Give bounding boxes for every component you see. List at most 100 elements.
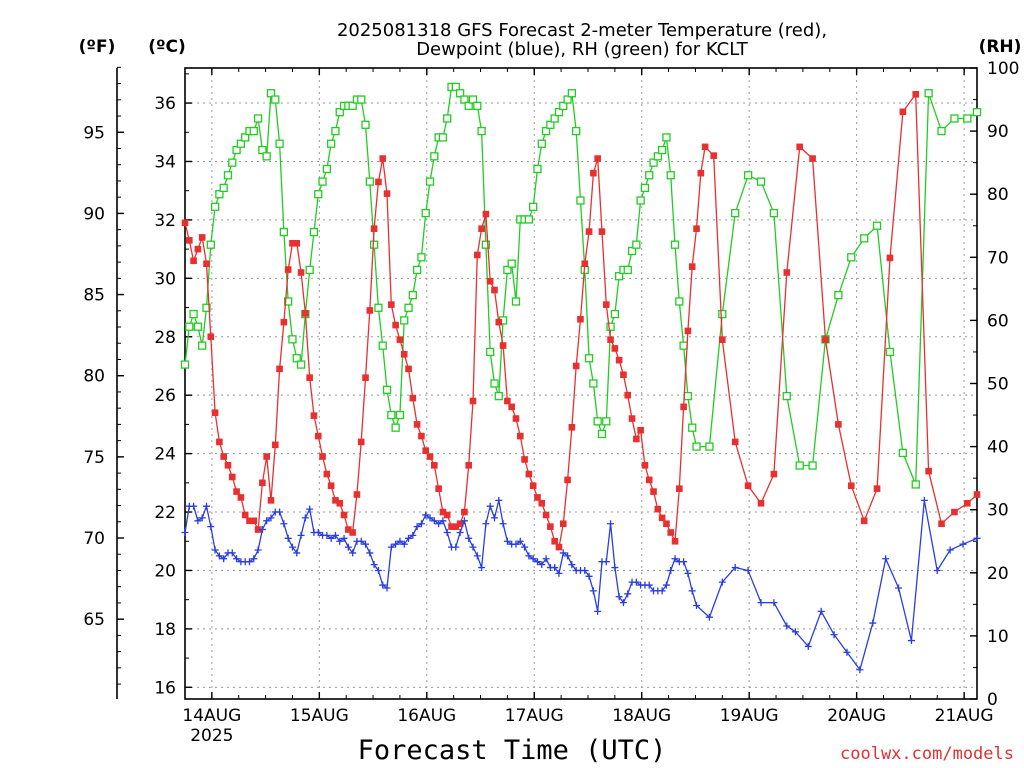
dewpoint-point (495, 496, 503, 504)
fahrenheit-tick-label: 95 (83, 123, 105, 143)
rh-point (911, 480, 920, 489)
celsius-tick-label: 16 (154, 678, 176, 698)
temperature-point (349, 529, 356, 536)
rh-point (950, 114, 959, 123)
plot-frame (184, 67, 978, 700)
temperature-point (667, 529, 675, 536)
temperature-point (456, 520, 464, 528)
dewpoint-point (460, 517, 468, 525)
chart-title-line2: Dewpoint (blue), RH (green) for KCLT (416, 39, 749, 60)
x-tick-label: 20AUG (827, 706, 886, 726)
dewpoint-point (306, 505, 314, 513)
rh-point (606, 322, 615, 331)
temperature-point (516, 432, 524, 440)
rh-point (369, 240, 379, 249)
temperature-point (684, 327, 692, 335)
rh-tick-label: 100 (987, 59, 1019, 79)
rh-tick-label: 50 (987, 375, 1009, 395)
rh-point (288, 335, 297, 344)
temperature-point (697, 169, 705, 177)
dewpoint-point (439, 517, 447, 525)
rh-point (223, 171, 233, 180)
dewpoint-point (667, 566, 675, 574)
x-tick-label: 14AUG (182, 706, 241, 726)
rh-point (683, 391, 693, 401)
dewpoint-point (426, 514, 434, 522)
temperature-point (951, 508, 958, 516)
temperature-point (405, 365, 412, 373)
temperature-point (375, 178, 382, 186)
dewpoint-point (267, 514, 275, 522)
dewpoint-point (301, 514, 309, 522)
temperature-point (534, 494, 541, 501)
rh-point (438, 133, 448, 142)
temperature-point (392, 321, 399, 329)
temperature-point (353, 491, 361, 498)
temperature-point (216, 438, 223, 446)
x-tick-label: 19AUG (720, 706, 779, 726)
rh-point (464, 101, 473, 111)
temperature-point (671, 537, 679, 545)
temperature-point (809, 155, 816, 162)
rh-point (937, 126, 946, 136)
dewpoint-point (349, 549, 357, 557)
dewpoint-point (615, 593, 623, 601)
rh-point (963, 114, 972, 123)
dewpoint-point (533, 558, 541, 566)
dewpoint-point (559, 549, 567, 557)
dewpoint-point (585, 572, 593, 580)
temperature-point (211, 409, 219, 417)
rh-point (675, 297, 684, 306)
temperature-point (568, 424, 576, 431)
temperature-point (538, 499, 546, 507)
rh-point (412, 265, 422, 275)
temperature-point (302, 310, 309, 317)
temperature-point (542, 511, 550, 519)
temperature-point (190, 257, 197, 265)
dewpoint-point (207, 523, 215, 531)
rh-point (309, 227, 319, 237)
temperature-point (912, 90, 920, 98)
temperature-point (680, 403, 687, 411)
rh-point (185, 322, 194, 331)
dewpoint-point (817, 607, 825, 615)
rh-point (473, 101, 482, 111)
dewpoint-point (250, 555, 258, 563)
dewpoint-point (521, 543, 529, 551)
dewpoint-point (693, 602, 701, 610)
rh-point (640, 183, 650, 193)
rh-point (335, 108, 344, 117)
dewpoint-point (933, 566, 941, 574)
rh-point (391, 423, 400, 432)
rh-point (653, 152, 662, 161)
dewpoint-point (400, 540, 408, 548)
temperature-point (499, 342, 507, 349)
rh-point (253, 114, 263, 123)
rh-point (417, 253, 426, 262)
dewpoint-point (228, 549, 236, 557)
temperature-point (431, 461, 438, 469)
rh-point (193, 322, 203, 331)
temperature-point (357, 438, 365, 446)
dewpoint-point (245, 558, 253, 566)
fahrenheit-tick-label: 85 (83, 286, 105, 306)
fahrenheit-tick-label: 90 (83, 204, 105, 224)
dewpoint-point (783, 622, 791, 630)
rh-point (511, 297, 521, 306)
temperature-point (233, 488, 240, 495)
temperature-point (181, 219, 189, 227)
temperature-point (611, 345, 619, 352)
dewpoint-point (331, 531, 339, 539)
temperature-point (744, 482, 752, 490)
rh-point (180, 360, 190, 369)
rh-point (451, 82, 460, 92)
temperature-point (448, 523, 455, 530)
fahrenheit-tick-label: 65 (83, 610, 105, 630)
temperature-point (508, 403, 515, 411)
rh-point (296, 360, 306, 369)
temperature-point (607, 336, 614, 343)
temperature-point (590, 169, 597, 177)
rh-point (494, 391, 503, 401)
rh-point (210, 202, 220, 211)
dewpoint-point (297, 531, 305, 539)
